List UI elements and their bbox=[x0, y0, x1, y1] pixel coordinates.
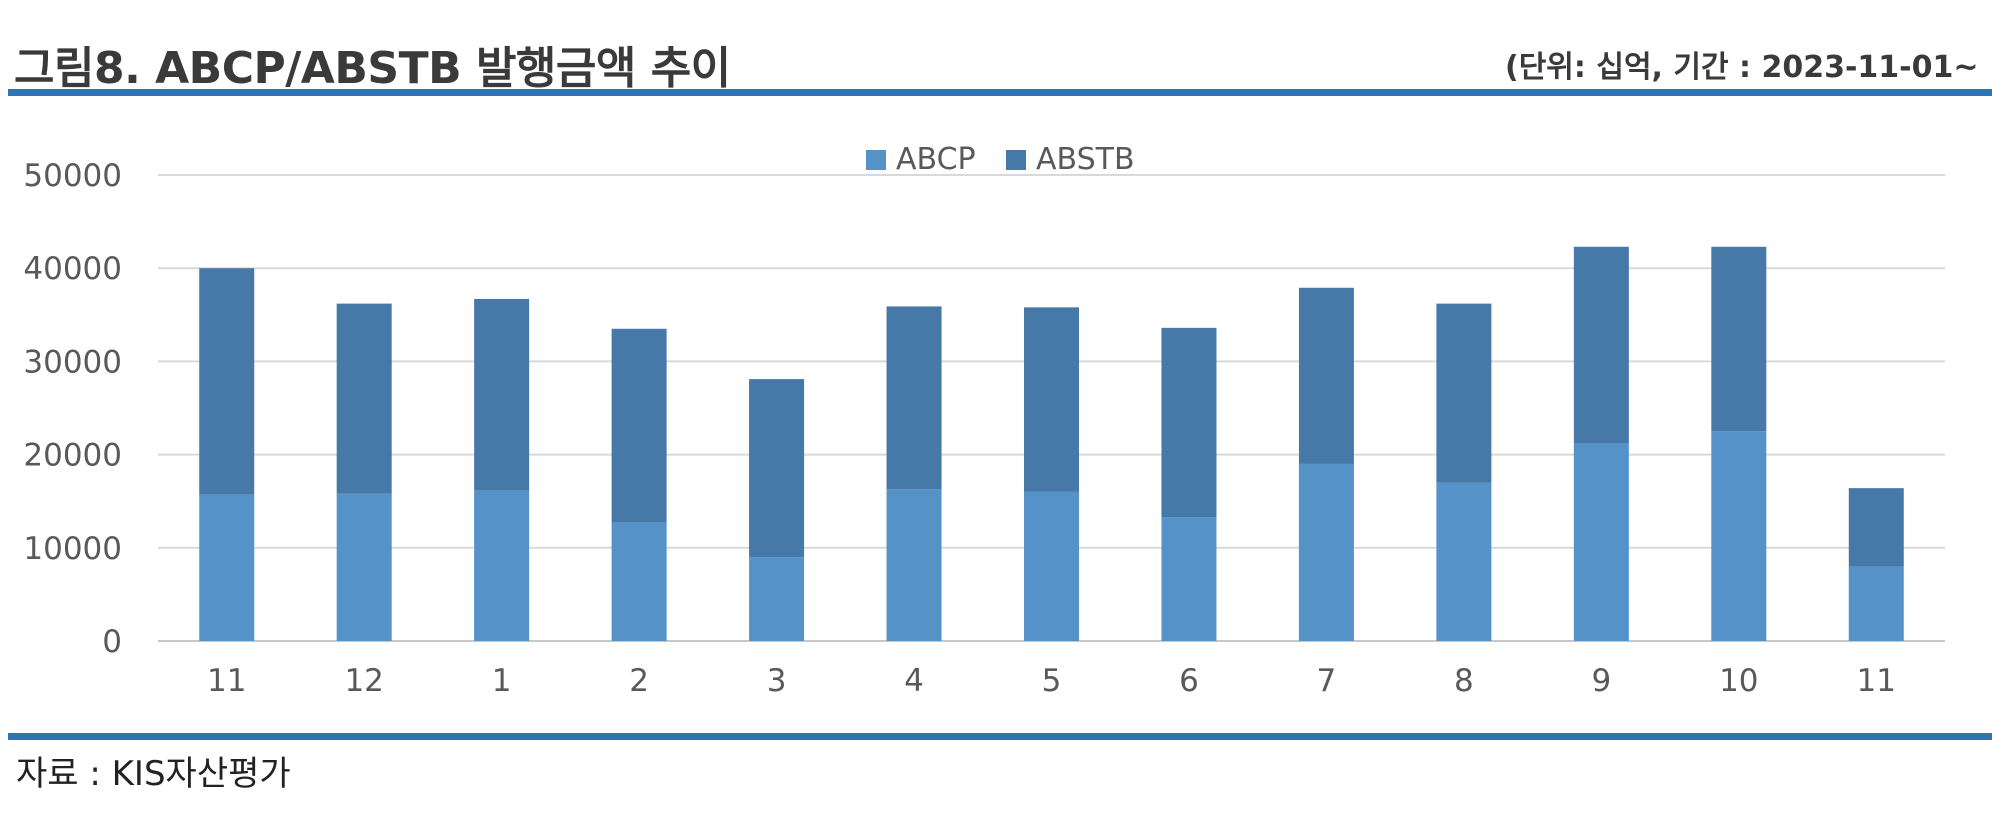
x-tick-label: 9 bbox=[1591, 663, 1611, 699]
top-rule bbox=[8, 89, 1992, 96]
y-tick-label: 50000 bbox=[23, 158, 122, 194]
legend-swatch bbox=[1006, 150, 1026, 170]
legend-label: ABSTB bbox=[1036, 142, 1135, 177]
bar-abcp bbox=[1848, 566, 1904, 641]
x-tick-label: 7 bbox=[1317, 663, 1337, 699]
source-note: 자료 : KIS자산평가 bbox=[16, 754, 291, 794]
x-tick-label: 12 bbox=[344, 663, 383, 699]
bar-abcp bbox=[1711, 431, 1767, 641]
bar-abstb bbox=[1298, 287, 1354, 464]
y-tick-label: 20000 bbox=[23, 438, 122, 474]
bar-abstb bbox=[1161, 327, 1217, 518]
bar-abstb bbox=[749, 379, 805, 558]
x-tick-label: 2 bbox=[629, 663, 649, 699]
bar-abcp bbox=[1573, 443, 1629, 641]
bar-abstb bbox=[1848, 488, 1904, 567]
bar-abcp bbox=[474, 490, 530, 641]
bar-abcp bbox=[336, 493, 392, 641]
bar-abstb bbox=[1573, 246, 1629, 444]
x-tick-label: 11 bbox=[1857, 663, 1896, 699]
legend-label: ABCP bbox=[896, 142, 976, 177]
chart-header: 그림8. ABCP/ABSTB 발행금액 추이 (단위: 십억, 기간 : 20… bbox=[0, 0, 1992, 100]
bar-abstb bbox=[336, 303, 392, 494]
x-tick-label: 10 bbox=[1719, 663, 1758, 699]
x-tick-label: 1 bbox=[492, 663, 512, 699]
x-tick-label: 6 bbox=[1179, 663, 1199, 699]
bottom-rule bbox=[8, 733, 1992, 740]
unit-period-note: (단위: 십억, 기간 : 2023-11-01~ bbox=[1505, 50, 1979, 85]
bar-abstb bbox=[1711, 246, 1767, 432]
bar-abcp bbox=[1161, 517, 1217, 641]
bar-abcp bbox=[1024, 491, 1079, 641]
bar-abstb bbox=[1436, 303, 1492, 483]
x-tick-label: 3 bbox=[767, 663, 787, 699]
bar-abcp bbox=[749, 557, 805, 641]
bar-abstb bbox=[1024, 307, 1079, 492]
bar-abcp bbox=[199, 494, 255, 641]
bar-abstb bbox=[611, 328, 667, 523]
y-tick-label: 10000 bbox=[23, 531, 122, 567]
x-tick-label: 8 bbox=[1454, 663, 1474, 699]
bar-abstb bbox=[199, 268, 255, 495]
y-tick-label: 30000 bbox=[23, 344, 122, 380]
bar-abcp bbox=[1436, 482, 1492, 641]
bar-abstb bbox=[886, 306, 942, 490]
x-tick-label: 5 bbox=[1042, 663, 1062, 699]
bar-abstb bbox=[474, 298, 530, 491]
legend-swatch bbox=[866, 150, 886, 170]
x-tick-label: 11 bbox=[207, 663, 246, 699]
chart-area: 0 10000 20000 30000 40000 50000 11 12 1 2 3 4 5 6 7 8 9 1… bbox=[0, 100, 1992, 730]
chart-title: 그림8. ABCP/ABSTB 발행금액 추이 bbox=[14, 43, 731, 94]
y-tick-label: 40000 bbox=[23, 251, 122, 287]
x-tick-label: 4 bbox=[904, 663, 924, 699]
bar-abcp bbox=[886, 489, 942, 641]
bar-abcp bbox=[611, 522, 667, 641]
bar-abcp bbox=[1298, 463, 1354, 641]
y-tick-label: 0 bbox=[102, 624, 122, 660]
